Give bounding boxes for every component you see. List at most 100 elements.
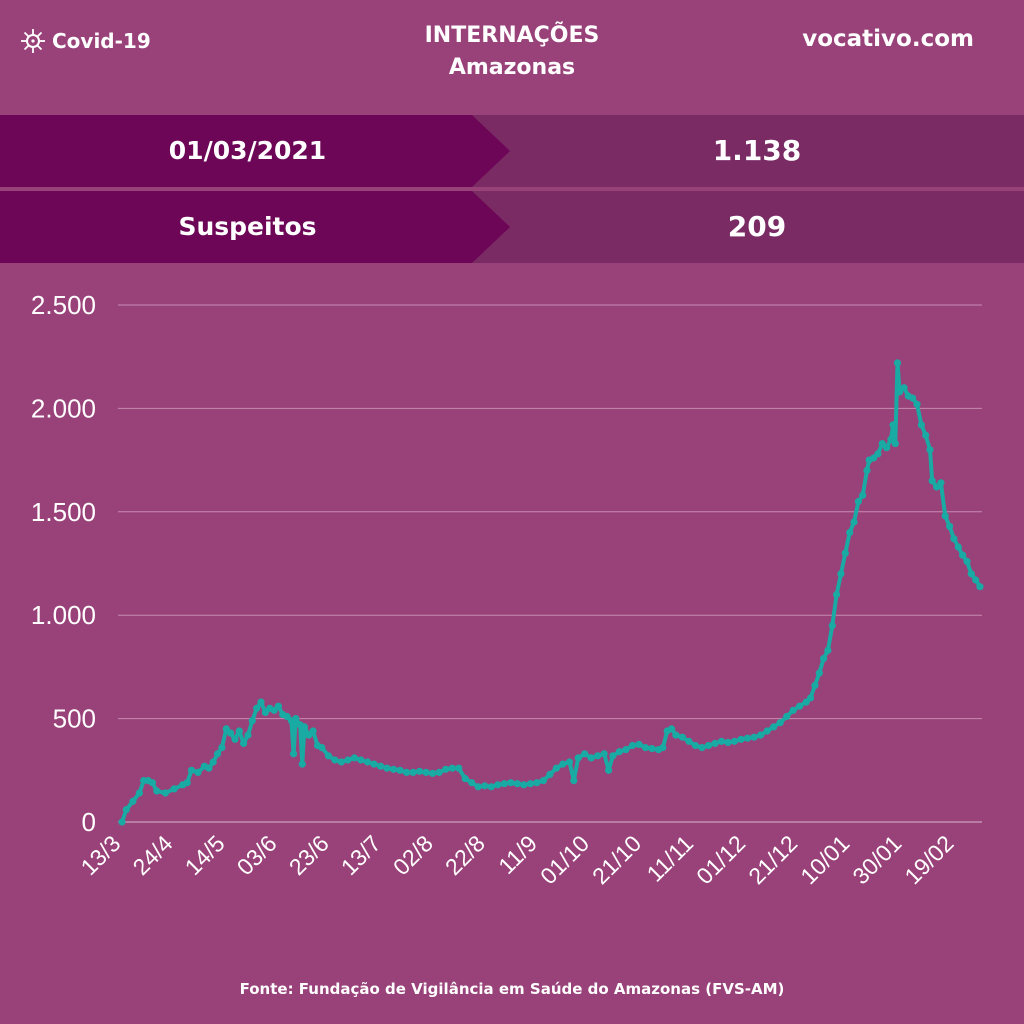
data-point <box>383 764 391 772</box>
data-point <box>909 394 917 402</box>
data-point <box>129 797 137 805</box>
data-point <box>357 756 365 764</box>
data-point <box>474 783 482 791</box>
data-point <box>883 444 891 452</box>
data-point <box>963 557 971 565</box>
x-tick-label: 14/5 <box>180 830 230 880</box>
data-point <box>724 738 732 746</box>
data-point <box>770 723 778 731</box>
suspects-label: Suspeitos <box>178 212 317 241</box>
data-point <box>959 551 967 559</box>
data-point <box>409 768 417 776</box>
hospitalizations-line-chart: 0 500 1.000 1.500 2.000 2.500 13/3 24/4 14/5 03/6… <box>31 290 984 889</box>
data-point <box>570 777 578 785</box>
data-point <box>513 780 521 788</box>
data-point <box>481 782 489 790</box>
data-point <box>783 712 791 721</box>
data-point <box>135 789 143 797</box>
data-point <box>468 779 476 787</box>
data-point <box>461 775 469 783</box>
data-point <box>435 768 443 776</box>
data-point <box>972 576 980 584</box>
data-point <box>331 756 339 764</box>
data-point <box>487 783 495 791</box>
date-row: 01/03/2021 1.138 <box>0 115 1024 187</box>
data-point <box>274 702 282 710</box>
data-point <box>922 431 930 439</box>
data-point <box>893 359 902 367</box>
brand: Covid-19 <box>20 28 151 54</box>
data-point <box>370 760 378 768</box>
data-point <box>815 669 823 677</box>
data-point <box>248 717 256 725</box>
data-point <box>744 734 752 742</box>
data-point <box>581 750 589 758</box>
data-point <box>717 737 726 745</box>
source-footer: Fonte: Fundação de Vigilância em Saúde d… <box>239 980 785 998</box>
data-point <box>161 789 169 797</box>
data-point <box>183 779 191 787</box>
data-point <box>574 754 582 762</box>
data-point <box>494 781 502 789</box>
data-point <box>559 760 567 768</box>
data-point <box>691 741 700 750</box>
data-point <box>396 766 404 774</box>
data-point <box>389 765 398 773</box>
x-tick-label: 01/12 <box>691 830 750 889</box>
data-point <box>309 727 317 735</box>
data-point <box>841 549 849 557</box>
site-name: vocativo.com <box>802 26 974 52</box>
x-tick-label: 13/7 <box>336 830 386 880</box>
data-point <box>214 750 222 758</box>
data-point <box>194 768 202 776</box>
data-point <box>552 764 561 772</box>
data-point <box>941 512 949 520</box>
data-point <box>318 744 326 752</box>
data-point <box>526 780 535 788</box>
data-point <box>950 535 958 543</box>
data-point <box>737 735 745 743</box>
data-point <box>672 731 680 739</box>
data-point <box>609 752 617 760</box>
data-point <box>429 769 437 777</box>
data-point <box>874 450 882 458</box>
data-point <box>937 479 945 487</box>
x-tick-label: 21/12 <box>743 830 802 889</box>
data-point <box>520 781 528 789</box>
x-tick-label: 24/4 <box>128 830 178 880</box>
x-tick-label: 22/8 <box>440 830 490 880</box>
series-line <box>120 360 982 824</box>
data-point <box>148 779 156 787</box>
data-point <box>565 758 574 766</box>
data-point <box>235 727 243 735</box>
data-point <box>594 752 602 760</box>
data-point <box>668 725 676 733</box>
y-tick-label: 500 <box>53 704 96 734</box>
x-tick-label: 21/10 <box>587 830 646 889</box>
x-tick-label: 11/11 <box>642 830 699 887</box>
x-tick-label: 10/01 <box>795 830 854 889</box>
data-point <box>757 731 765 739</box>
chart-title: INTERNAÇÕES <box>424 23 600 48</box>
y-tick-label: 1.500 <box>31 497 96 527</box>
data-point <box>422 768 430 776</box>
data-point <box>257 698 265 706</box>
x-tick-label: 01/10 <box>535 830 594 889</box>
data-point <box>711 739 719 747</box>
data-point <box>442 765 450 773</box>
date-label: 01/03/2021 <box>168 136 327 165</box>
data-point <box>253 704 261 712</box>
data-point <box>926 446 934 454</box>
chart-title-block: INTERNAÇÕES Amazonas <box>0 20 1024 84</box>
x-tick-label: 19/02 <box>899 830 958 889</box>
data-point <box>635 740 643 748</box>
y-tick-label: 1.000 <box>31 600 96 630</box>
y-tick-label: 0 <box>82 807 96 837</box>
y-tick-label: 2.000 <box>31 393 96 423</box>
data-point <box>824 646 832 654</box>
data-point <box>928 477 936 485</box>
data-point <box>913 400 921 408</box>
data-point <box>337 758 345 766</box>
data-point <box>730 737 739 745</box>
data-point <box>789 706 797 714</box>
